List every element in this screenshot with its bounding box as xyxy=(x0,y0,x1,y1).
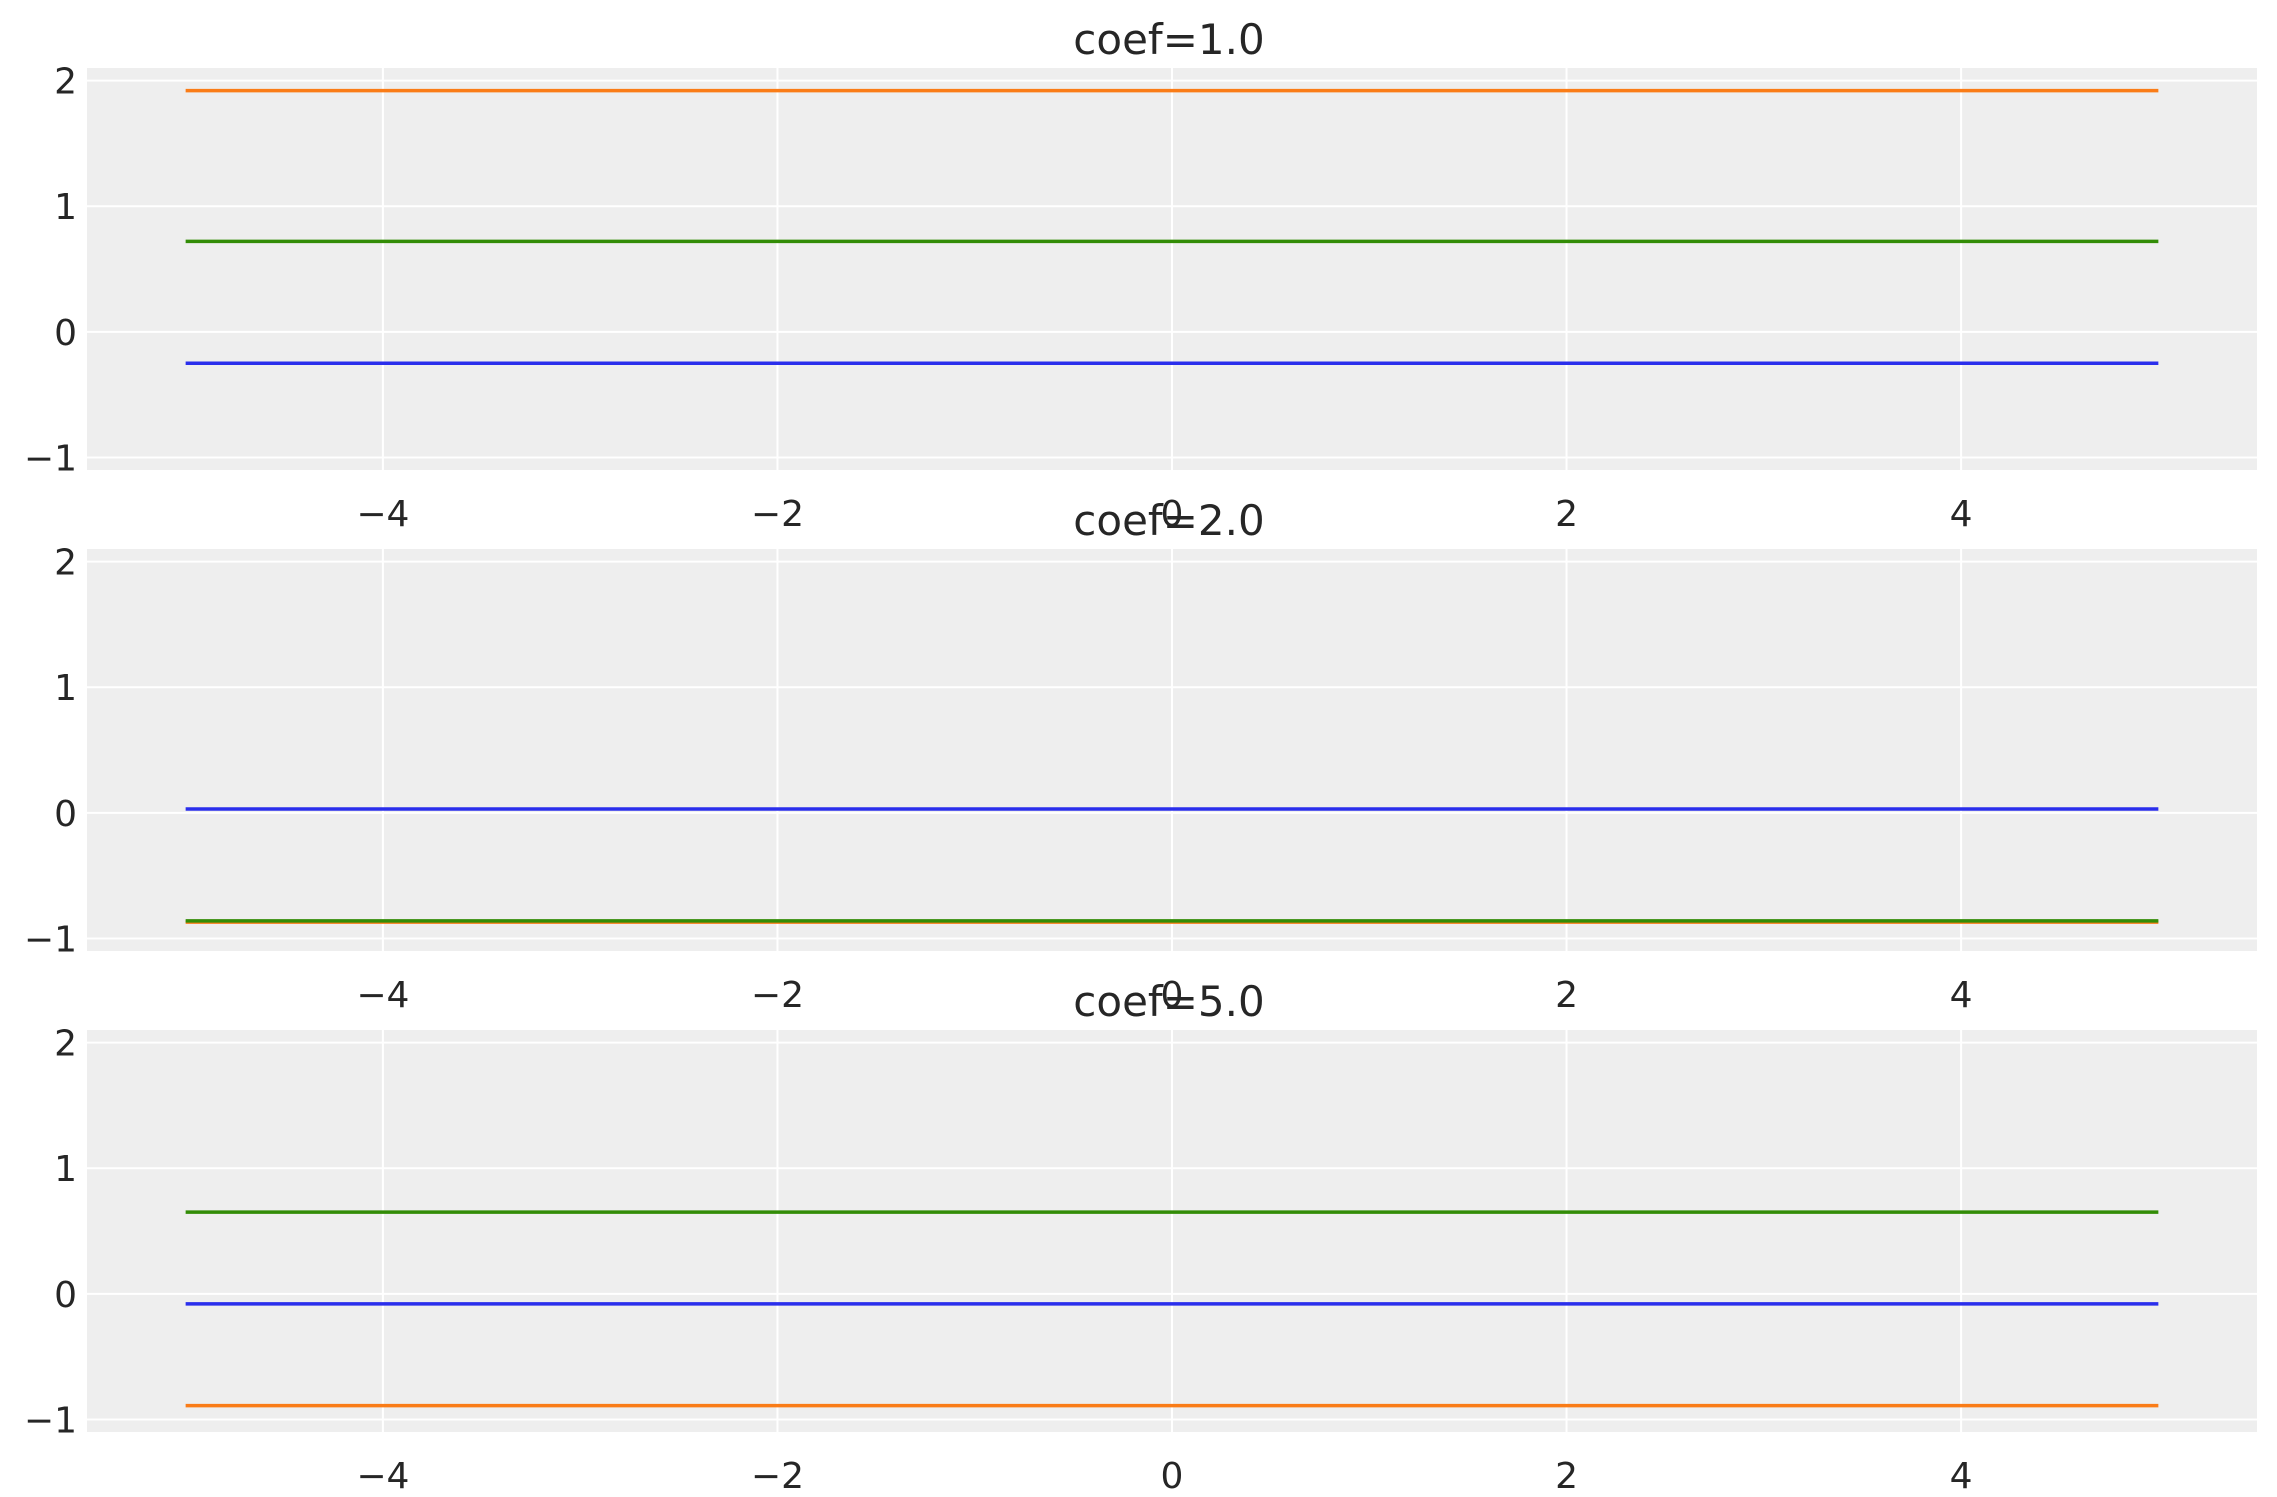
subplot-title: coef=5.0 xyxy=(1073,977,1264,1026)
y-tick-label: 0 xyxy=(54,313,77,354)
y-tick-label: 2 xyxy=(54,1024,77,1065)
x-tick-label: 0 xyxy=(1161,494,1184,535)
subplot-2: −4 −2 0 2 4 −1 0 1 2 coef=2.0 xyxy=(24,496,2257,1016)
x-tick-label: −4 xyxy=(356,1456,409,1497)
y-tick-label: −1 xyxy=(24,438,77,479)
x-tick-label: 2 xyxy=(1555,494,1578,535)
x-tick-label: −2 xyxy=(751,975,804,1016)
x-tick-label: 0 xyxy=(1161,975,1184,1016)
x-tick-label: 4 xyxy=(1950,1456,1973,1497)
x-tick-label: 4 xyxy=(1950,975,1973,1016)
subplot-title: coef=1.0 xyxy=(1073,15,1264,64)
y-tick-label: 1 xyxy=(54,668,77,709)
y-tick-label: 2 xyxy=(54,543,77,584)
y-tick-label: 2 xyxy=(54,62,77,103)
y-tick-label: 1 xyxy=(54,1149,77,1190)
x-tick-label: 0 xyxy=(1161,1456,1184,1497)
x-tick-label: 2 xyxy=(1555,1456,1578,1497)
y-tick-label: −1 xyxy=(24,1400,77,1441)
x-tick-label: −2 xyxy=(751,494,804,535)
y-tick-label: 0 xyxy=(54,1275,77,1316)
x-tick-label: 4 xyxy=(1950,494,1973,535)
y-tick-label: 0 xyxy=(54,794,77,835)
subplot-3: −4 −2 0 2 4 −1 0 1 2 coef=5.0 xyxy=(24,977,2257,1497)
subplot-title: coef=2.0 xyxy=(1073,496,1264,545)
x-tick-label: −4 xyxy=(356,975,409,1016)
x-tick-label: −4 xyxy=(356,494,409,535)
x-tick-label: 2 xyxy=(1555,975,1578,1016)
y-tick-label: −1 xyxy=(24,919,77,960)
y-tick-label: 1 xyxy=(54,187,77,228)
subplot-1: −4 −2 0 2 4 −1 0 1 2 coef=1.0 xyxy=(24,15,2257,535)
x-tick-label: −2 xyxy=(751,1456,804,1497)
